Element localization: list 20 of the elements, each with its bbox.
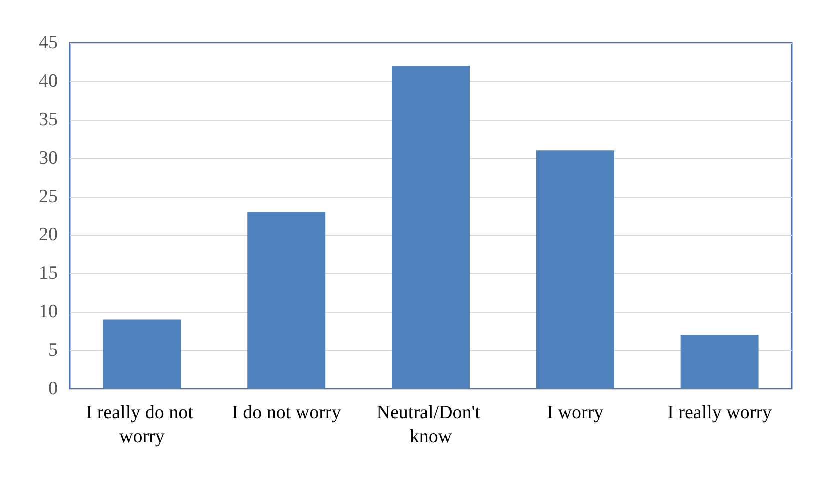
y-tick-label: 5 (48, 340, 58, 362)
y-tick-label: 35 (39, 109, 58, 130)
bar (680, 335, 759, 389)
x-tick-label: I do not worry (232, 402, 342, 424)
y-tick-label: 10 (39, 302, 58, 323)
bar (248, 212, 326, 389)
y-tick-label: 45 (39, 32, 58, 54)
y-tick-label: 20 (39, 224, 58, 246)
x-tick-label: I worry (547, 402, 604, 424)
x-tick-label: Neutral/Don't know (376, 402, 486, 448)
x-tick-label: I really do not worry (86, 402, 198, 448)
y-tick-label: 40 (39, 70, 58, 92)
y-tick-label: 30 (39, 148, 58, 169)
x-tick-label: I really worry (668, 402, 773, 424)
y-tick-label: 25 (39, 186, 58, 208)
y-tick-label: 0 (48, 378, 58, 400)
y-tick-label: 15 (39, 263, 58, 284)
bar (103, 320, 182, 389)
bar (536, 150, 614, 389)
bar (392, 66, 470, 389)
